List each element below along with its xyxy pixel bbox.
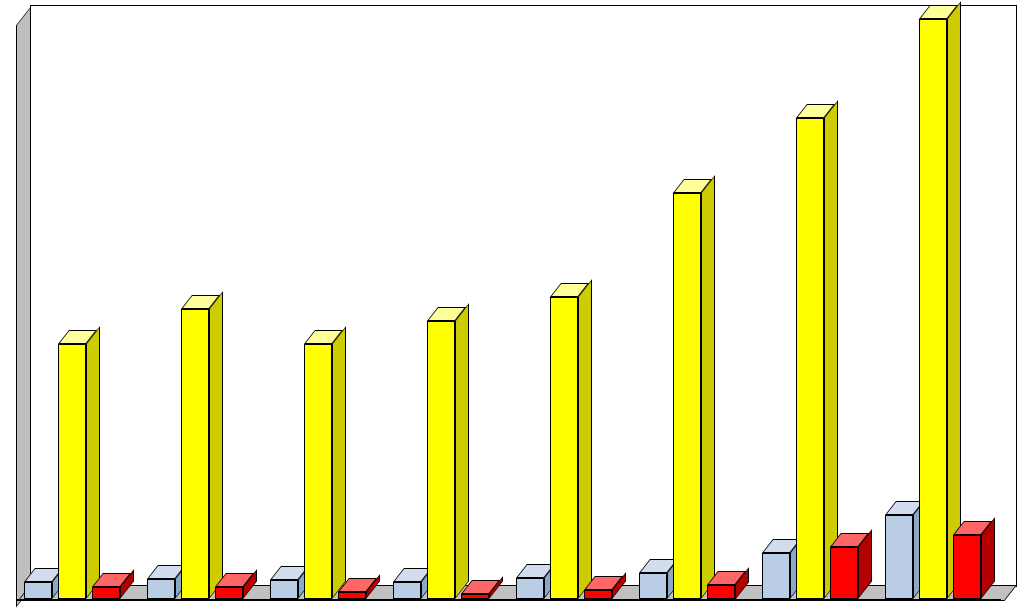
bar	[58, 344, 86, 599]
bar	[147, 579, 175, 599]
bar	[215, 587, 243, 599]
bar	[796, 118, 824, 599]
bar	[762, 553, 790, 599]
bar-cluster	[877, 19, 1000, 599]
bar-chart-3d	[0, 0, 1023, 615]
bar	[270, 580, 298, 599]
bar	[393, 582, 421, 599]
bar-cluster	[16, 19, 139, 599]
chart-plot-area	[16, 19, 1001, 599]
bar	[919, 19, 947, 599]
bar	[830, 547, 858, 599]
bar	[953, 535, 981, 599]
bar	[707, 585, 735, 600]
bar	[885, 515, 913, 599]
bar	[516, 578, 544, 599]
bar	[427, 321, 455, 599]
bar	[673, 193, 701, 599]
bar-cluster	[385, 19, 508, 599]
bar	[639, 573, 667, 599]
bar	[304, 344, 332, 599]
bar	[92, 587, 120, 599]
bar	[181, 309, 209, 599]
bar-cluster	[139, 19, 262, 599]
bar	[584, 590, 612, 599]
bar	[461, 594, 489, 599]
bar	[24, 582, 52, 599]
bar-cluster	[508, 19, 631, 599]
bar	[338, 592, 366, 599]
bar	[550, 297, 578, 599]
bar-cluster	[631, 19, 754, 599]
bar-cluster	[754, 19, 877, 599]
bar-cluster	[262, 19, 385, 599]
chart-floor-front-edge	[16, 599, 1001, 601]
